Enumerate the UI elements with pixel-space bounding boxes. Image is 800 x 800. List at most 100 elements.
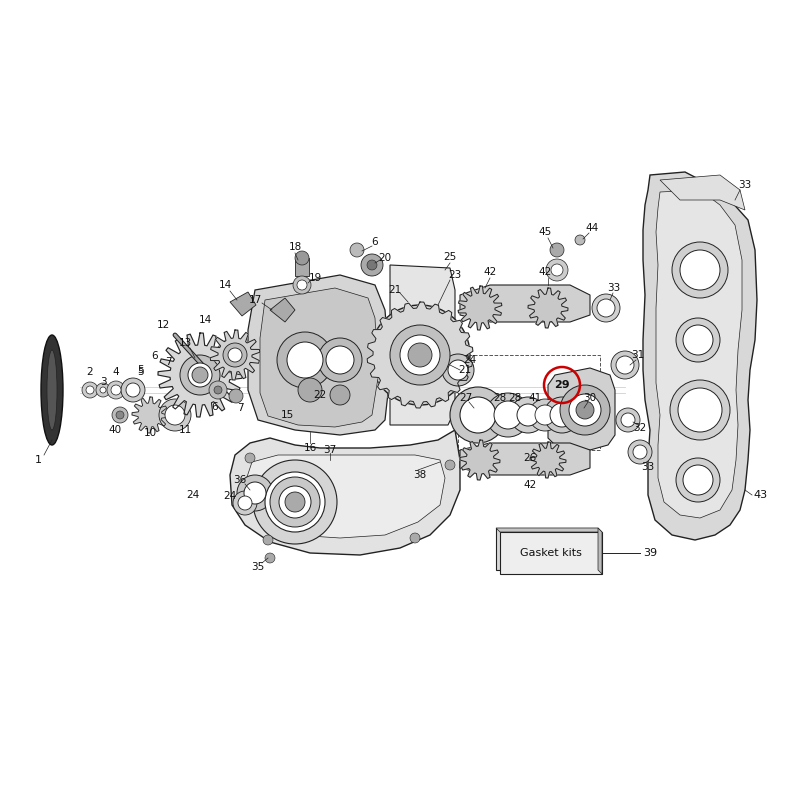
- Circle shape: [270, 477, 320, 527]
- Ellipse shape: [47, 350, 57, 430]
- Text: 18: 18: [288, 242, 302, 252]
- Circle shape: [192, 367, 208, 383]
- Circle shape: [279, 486, 311, 518]
- Circle shape: [510, 397, 546, 433]
- Circle shape: [390, 325, 450, 385]
- Text: 36: 36: [234, 475, 246, 485]
- Circle shape: [361, 254, 383, 276]
- Circle shape: [621, 413, 635, 427]
- Circle shape: [450, 387, 506, 443]
- Circle shape: [253, 460, 337, 544]
- Circle shape: [180, 355, 220, 395]
- Circle shape: [330, 385, 350, 405]
- Circle shape: [116, 411, 124, 419]
- Polygon shape: [458, 286, 502, 330]
- Polygon shape: [548, 368, 615, 450]
- Circle shape: [165, 405, 185, 425]
- Circle shape: [400, 335, 440, 375]
- Circle shape: [460, 397, 496, 433]
- Polygon shape: [460, 285, 590, 322]
- Polygon shape: [660, 175, 745, 210]
- Circle shape: [544, 397, 580, 433]
- Circle shape: [410, 533, 420, 543]
- Text: 43: 43: [753, 490, 767, 500]
- Polygon shape: [367, 302, 473, 408]
- Text: 15: 15: [280, 410, 294, 420]
- Text: 2: 2: [86, 367, 94, 377]
- Text: 39: 39: [643, 548, 657, 558]
- Text: 6: 6: [212, 402, 218, 412]
- Text: 24: 24: [223, 491, 237, 501]
- Ellipse shape: [41, 335, 63, 445]
- Text: 42: 42: [523, 480, 537, 490]
- Polygon shape: [210, 330, 260, 380]
- Text: 6: 6: [372, 237, 378, 247]
- Circle shape: [188, 363, 212, 387]
- Circle shape: [107, 381, 125, 399]
- Circle shape: [616, 408, 640, 432]
- Polygon shape: [530, 442, 566, 478]
- Circle shape: [628, 440, 652, 464]
- Polygon shape: [656, 190, 742, 518]
- Circle shape: [486, 393, 530, 437]
- Circle shape: [100, 387, 106, 393]
- Text: 1: 1: [34, 455, 42, 465]
- Circle shape: [576, 401, 594, 419]
- Text: 28: 28: [494, 393, 506, 403]
- Circle shape: [382, 317, 458, 393]
- Circle shape: [670, 380, 730, 440]
- Polygon shape: [248, 275, 390, 435]
- Circle shape: [295, 251, 309, 265]
- Circle shape: [592, 294, 620, 322]
- Text: 19: 19: [308, 273, 322, 283]
- Polygon shape: [230, 430, 460, 555]
- Polygon shape: [246, 455, 445, 538]
- Circle shape: [680, 250, 720, 290]
- Circle shape: [318, 338, 362, 382]
- Text: 33: 33: [738, 180, 752, 190]
- Circle shape: [285, 492, 305, 512]
- Polygon shape: [460, 443, 590, 475]
- Circle shape: [676, 458, 720, 502]
- Circle shape: [277, 332, 333, 388]
- Circle shape: [546, 259, 568, 281]
- Circle shape: [597, 299, 615, 317]
- Circle shape: [367, 260, 377, 270]
- Text: 7: 7: [237, 403, 243, 413]
- Text: 42: 42: [538, 267, 552, 277]
- Text: 25: 25: [443, 252, 457, 262]
- Text: 35: 35: [251, 562, 265, 572]
- Text: 4: 4: [113, 367, 119, 377]
- Circle shape: [683, 325, 713, 355]
- Text: 12: 12: [156, 320, 170, 330]
- Text: Gasket kits: Gasket kits: [520, 548, 582, 558]
- Text: 24: 24: [186, 490, 200, 500]
- Circle shape: [616, 356, 634, 374]
- Text: 24: 24: [463, 355, 477, 365]
- Circle shape: [672, 242, 728, 298]
- Text: 31: 31: [631, 350, 645, 360]
- Circle shape: [126, 383, 140, 397]
- Circle shape: [633, 445, 647, 459]
- Text: 21: 21: [388, 285, 402, 295]
- Text: 38: 38: [414, 470, 426, 480]
- Text: 23: 23: [448, 270, 462, 280]
- Bar: [500, 532, 602, 574]
- Text: 3: 3: [100, 377, 106, 387]
- Circle shape: [529, 399, 561, 431]
- Circle shape: [572, 405, 592, 425]
- Text: 32: 32: [634, 423, 646, 433]
- Text: 21: 21: [458, 365, 472, 375]
- Text: 14: 14: [218, 280, 232, 290]
- Circle shape: [245, 453, 255, 463]
- Circle shape: [678, 388, 722, 432]
- Circle shape: [551, 264, 563, 276]
- Polygon shape: [260, 288, 378, 427]
- Circle shape: [209, 381, 227, 399]
- Circle shape: [293, 276, 311, 294]
- Circle shape: [442, 354, 474, 386]
- Circle shape: [683, 465, 713, 495]
- Bar: [295, 258, 309, 276]
- Text: 45: 45: [538, 227, 552, 237]
- Circle shape: [244, 482, 266, 504]
